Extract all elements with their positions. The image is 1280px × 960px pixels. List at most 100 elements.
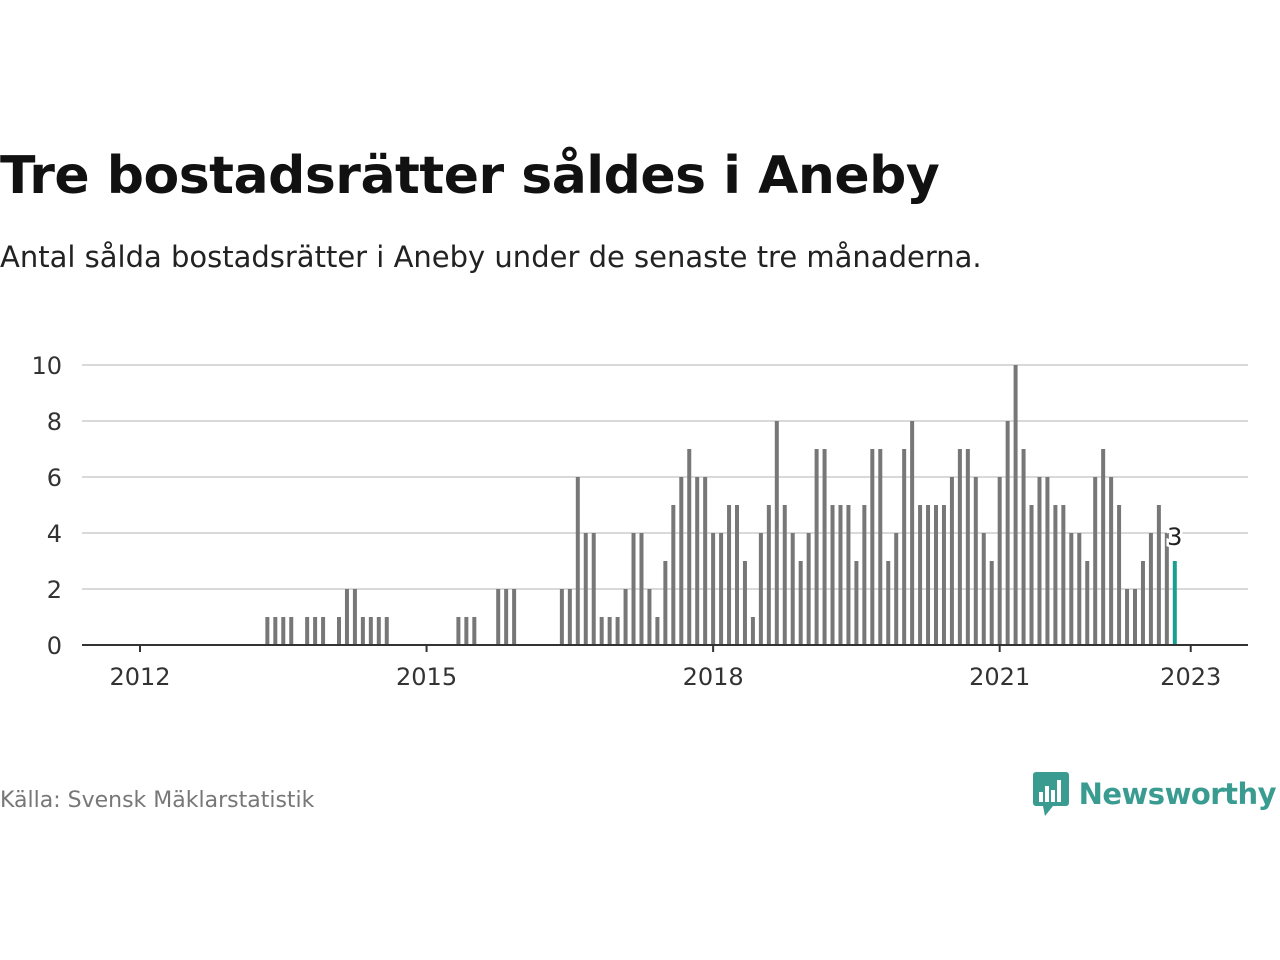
bar bbox=[926, 505, 931, 645]
bar bbox=[1117, 505, 1122, 645]
bar bbox=[870, 449, 875, 645]
bar bbox=[989, 561, 994, 645]
bar bbox=[1093, 477, 1098, 645]
y-axis-labels: 0 2 4 6 8 10 bbox=[31, 352, 62, 660]
bar bbox=[376, 617, 381, 645]
bar bbox=[1069, 533, 1074, 645]
bar bbox=[472, 617, 477, 645]
bar bbox=[313, 617, 318, 645]
bar bbox=[289, 617, 294, 645]
bar bbox=[703, 477, 708, 645]
bar bbox=[1156, 505, 1161, 645]
bar bbox=[965, 449, 970, 645]
bar bbox=[583, 533, 588, 645]
bar bbox=[1109, 477, 1114, 645]
bar bbox=[344, 589, 349, 645]
bar bbox=[973, 477, 978, 645]
bar bbox=[814, 449, 819, 645]
bar bbox=[647, 589, 652, 645]
x-tick-label: 2012 bbox=[109, 663, 170, 691]
bar bbox=[830, 505, 835, 645]
bar bbox=[1045, 477, 1050, 645]
bar bbox=[719, 533, 724, 645]
bar bbox=[1077, 533, 1082, 645]
bar bbox=[360, 617, 365, 645]
bar bbox=[615, 617, 620, 645]
bar bbox=[559, 589, 564, 645]
bar bbox=[567, 589, 572, 645]
bar bbox=[1085, 561, 1090, 645]
bar bbox=[894, 533, 899, 645]
brand-logo[interactable]: Newsworthy bbox=[1032, 772, 1277, 816]
bar bbox=[750, 617, 755, 645]
bar bbox=[735, 505, 739, 645]
bar bbox=[782, 505, 787, 645]
bar bbox=[631, 533, 636, 645]
bar bbox=[1133, 589, 1137, 645]
bar bbox=[902, 449, 907, 645]
bar bbox=[981, 533, 986, 645]
bar bbox=[742, 561, 747, 645]
brand-name: Newsworthy bbox=[1078, 777, 1277, 811]
bar bbox=[456, 617, 461, 645]
source-note: Källa: Svensk Mäklarstatistik bbox=[0, 788, 315, 813]
bar bbox=[1125, 589, 1130, 645]
bar bbox=[886, 561, 891, 645]
bar bbox=[384, 617, 389, 645]
bar bbox=[352, 589, 357, 645]
bar bbox=[766, 505, 771, 645]
last-value-label: 3 bbox=[1167, 523, 1182, 551]
bar bbox=[854, 561, 859, 645]
bar bbox=[878, 449, 883, 645]
bar-latest bbox=[1172, 561, 1177, 645]
bar bbox=[862, 505, 867, 645]
x-tick-label: 2015 bbox=[396, 663, 457, 691]
bar bbox=[655, 617, 660, 645]
bar bbox=[464, 617, 469, 645]
bar bbox=[918, 505, 923, 645]
bar bbox=[1029, 505, 1034, 645]
bar bbox=[711, 533, 716, 645]
bar bbox=[798, 561, 803, 645]
bar bbox=[822, 449, 827, 645]
bar bbox=[607, 617, 612, 645]
bar bbox=[1021, 449, 1026, 645]
bar bbox=[838, 505, 843, 645]
bar bbox=[1061, 505, 1066, 645]
x-tick-label: 2018 bbox=[683, 663, 744, 691]
chart-title: Tre bostadsrätter såldes i Aneby bbox=[0, 146, 940, 206]
value-labels: 3 bbox=[1165, 521, 1185, 554]
y-tick-label: 6 bbox=[47, 464, 62, 492]
bar bbox=[1140, 561, 1145, 645]
bar bbox=[265, 617, 270, 645]
bar bbox=[949, 477, 954, 645]
bar bbox=[1164, 533, 1169, 645]
bar bbox=[1053, 505, 1058, 645]
x-axis-ticks: 2012 2015 2018 2021 2023 bbox=[109, 645, 1221, 691]
bar bbox=[496, 589, 501, 645]
x-tick-label: 2021 bbox=[969, 663, 1030, 691]
bar bbox=[727, 505, 732, 645]
bar bbox=[1037, 477, 1042, 645]
bar bbox=[790, 533, 795, 645]
bar bbox=[623, 589, 628, 645]
bar bbox=[305, 617, 310, 645]
bar bbox=[695, 477, 700, 645]
bar bbox=[1148, 533, 1153, 645]
bar-chart: 0 2 4 6 8 10 2012 2015 2018 2021 2023 3 bbox=[31, 352, 1248, 691]
bar bbox=[957, 449, 962, 645]
bar bbox=[910, 421, 915, 645]
bar bbox=[663, 561, 668, 645]
bar bbox=[679, 477, 684, 645]
bar bbox=[281, 617, 286, 645]
bar bbox=[774, 421, 779, 645]
bar bbox=[941, 505, 946, 645]
bar bbox=[639, 533, 644, 645]
bar bbox=[997, 477, 1002, 645]
x-tick-label: 2023 bbox=[1160, 663, 1221, 691]
bar bbox=[504, 589, 509, 645]
bar bbox=[934, 505, 938, 645]
bar bbox=[575, 477, 580, 645]
y-tick-label: 8 bbox=[47, 408, 62, 436]
bar bbox=[671, 505, 676, 645]
